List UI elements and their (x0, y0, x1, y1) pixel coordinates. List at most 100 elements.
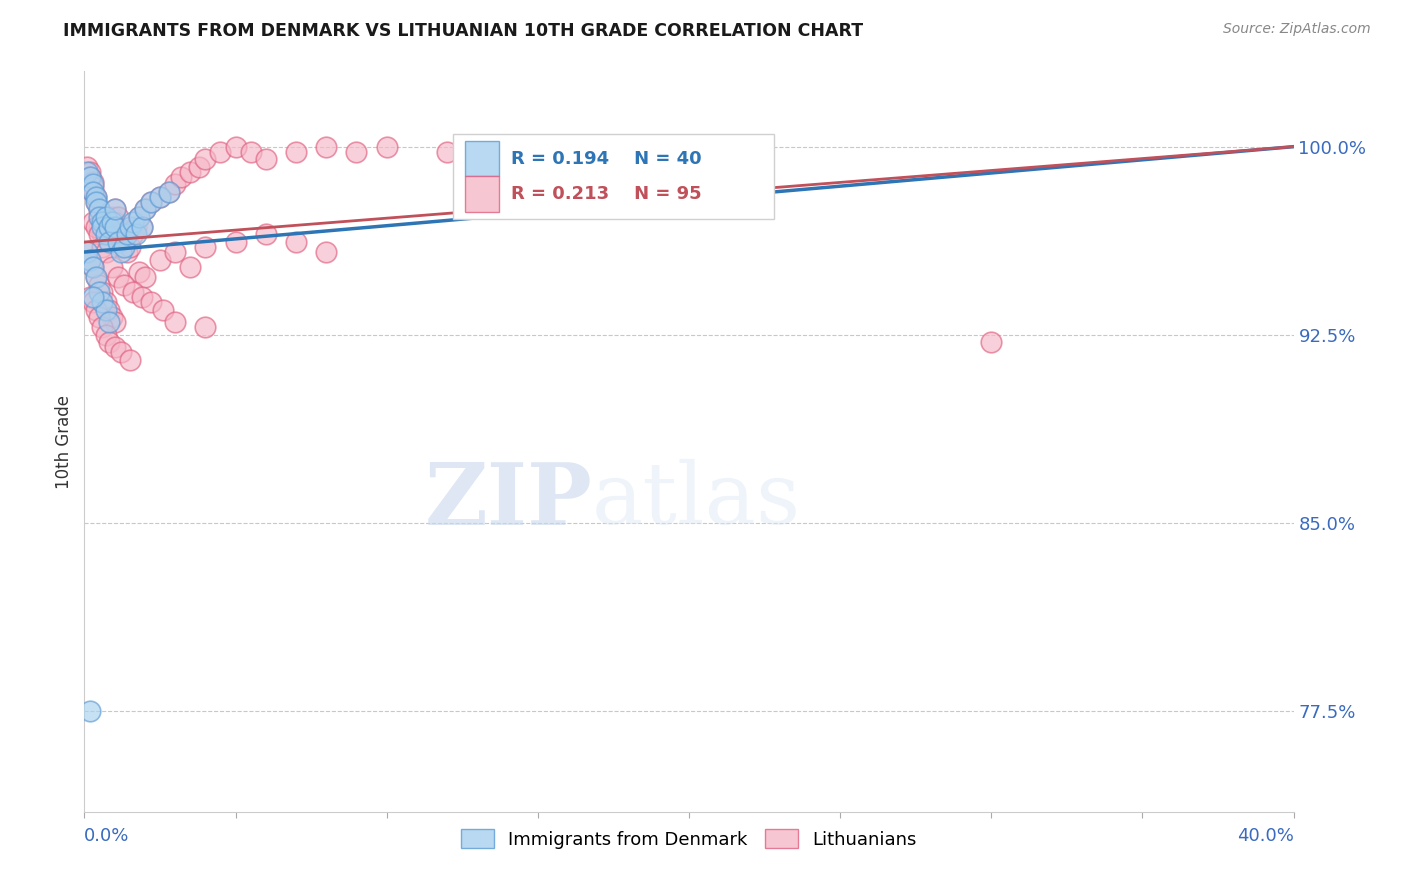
Bar (465, 177, 499, 212)
Legend: Immigrants from Denmark, Lithuanians: Immigrants from Denmark, Lithuanians (454, 822, 924, 856)
Point (100, 210, 122, 224)
Point (194, 320, 217, 334)
Point (100, 260, 122, 274)
Point (89, 202, 111, 217)
Point (239, 145, 262, 159)
Point (97, 215, 120, 229)
Point (121, 227, 143, 242)
Point (79, 290, 101, 304)
Y-axis label: 10th Grade: 10th Grade (55, 394, 73, 489)
Point (170, 169, 193, 184)
Point (110, 227, 132, 242)
Point (79, 169, 101, 184)
Point (194, 152, 217, 166)
Point (94, 302, 117, 317)
Point (86, 270, 108, 285)
Point (97, 315, 120, 329)
Point (165, 315, 187, 329)
Point (128, 265, 150, 279)
Point (79, 704, 101, 718)
Text: ZIP: ZIP (425, 458, 592, 542)
Point (112, 277, 135, 292)
Point (110, 245, 132, 260)
Point (107, 219, 129, 234)
Point (131, 219, 153, 234)
Point (315, 245, 337, 260)
Point (194, 240, 217, 254)
Text: atlas: atlas (592, 459, 801, 542)
Point (82, 295, 104, 310)
Point (89, 219, 111, 234)
Point (82, 175, 104, 189)
Point (91, 240, 114, 254)
Text: IMMIGRANTS FROM DENMARK VS LITHUANIAN 10TH GRADE CORRELATION CHART: IMMIGRANTS FROM DENMARK VS LITHUANIAN 10… (63, 22, 863, 40)
Point (89, 202, 111, 217)
Point (79, 252, 101, 267)
Point (97, 227, 120, 242)
Point (131, 219, 153, 234)
Point (107, 235, 129, 249)
Point (107, 210, 129, 224)
Point (104, 202, 127, 217)
Point (125, 219, 148, 234)
Text: 0.0%: 0.0% (84, 827, 129, 845)
Point (91, 219, 114, 234)
Point (76, 245, 98, 260)
Point (125, 227, 148, 242)
Point (128, 210, 150, 224)
Point (104, 340, 127, 354)
Point (89, 210, 111, 224)
Point (134, 270, 156, 285)
Point (86, 190, 108, 204)
Point (89, 285, 111, 300)
Point (76, 165, 98, 179)
Point (110, 345, 132, 359)
Point (131, 290, 153, 304)
Point (76, 160, 98, 174)
Point (94, 245, 117, 260)
Point (134, 202, 156, 217)
Point (110, 240, 132, 254)
Point (89, 277, 111, 292)
Point (76, 245, 98, 260)
Point (118, 353, 141, 368)
Point (375, 139, 398, 153)
Point (254, 152, 277, 166)
Point (97, 219, 120, 234)
Point (139, 295, 162, 310)
Point (79, 165, 101, 179)
Text: R = 0.213    N = 95: R = 0.213 N = 95 (512, 186, 702, 203)
Point (94, 295, 117, 310)
Point (94, 227, 117, 242)
Point (82, 185, 104, 199)
Point (86, 190, 108, 204)
Point (86, 219, 108, 234)
Point (436, 145, 458, 159)
Point (209, 145, 232, 159)
Point (112, 235, 135, 249)
Point (225, 139, 247, 153)
Point (134, 202, 156, 217)
Point (104, 219, 127, 234)
Point (94, 210, 117, 224)
Point (149, 252, 172, 267)
Point (79, 169, 101, 184)
Point (100, 215, 122, 229)
Point (91, 215, 114, 229)
Point (86, 194, 108, 209)
Point (118, 219, 141, 234)
Point (94, 327, 117, 342)
Point (139, 194, 162, 209)
Point (254, 227, 277, 242)
Point (86, 194, 108, 209)
Point (149, 190, 172, 204)
Point (97, 335, 120, 350)
Point (107, 270, 129, 285)
Point (121, 285, 143, 300)
Point (97, 235, 120, 249)
Point (86, 302, 108, 317)
Point (100, 219, 122, 234)
Point (91, 295, 114, 310)
Point (346, 145, 368, 159)
Point (225, 235, 247, 249)
